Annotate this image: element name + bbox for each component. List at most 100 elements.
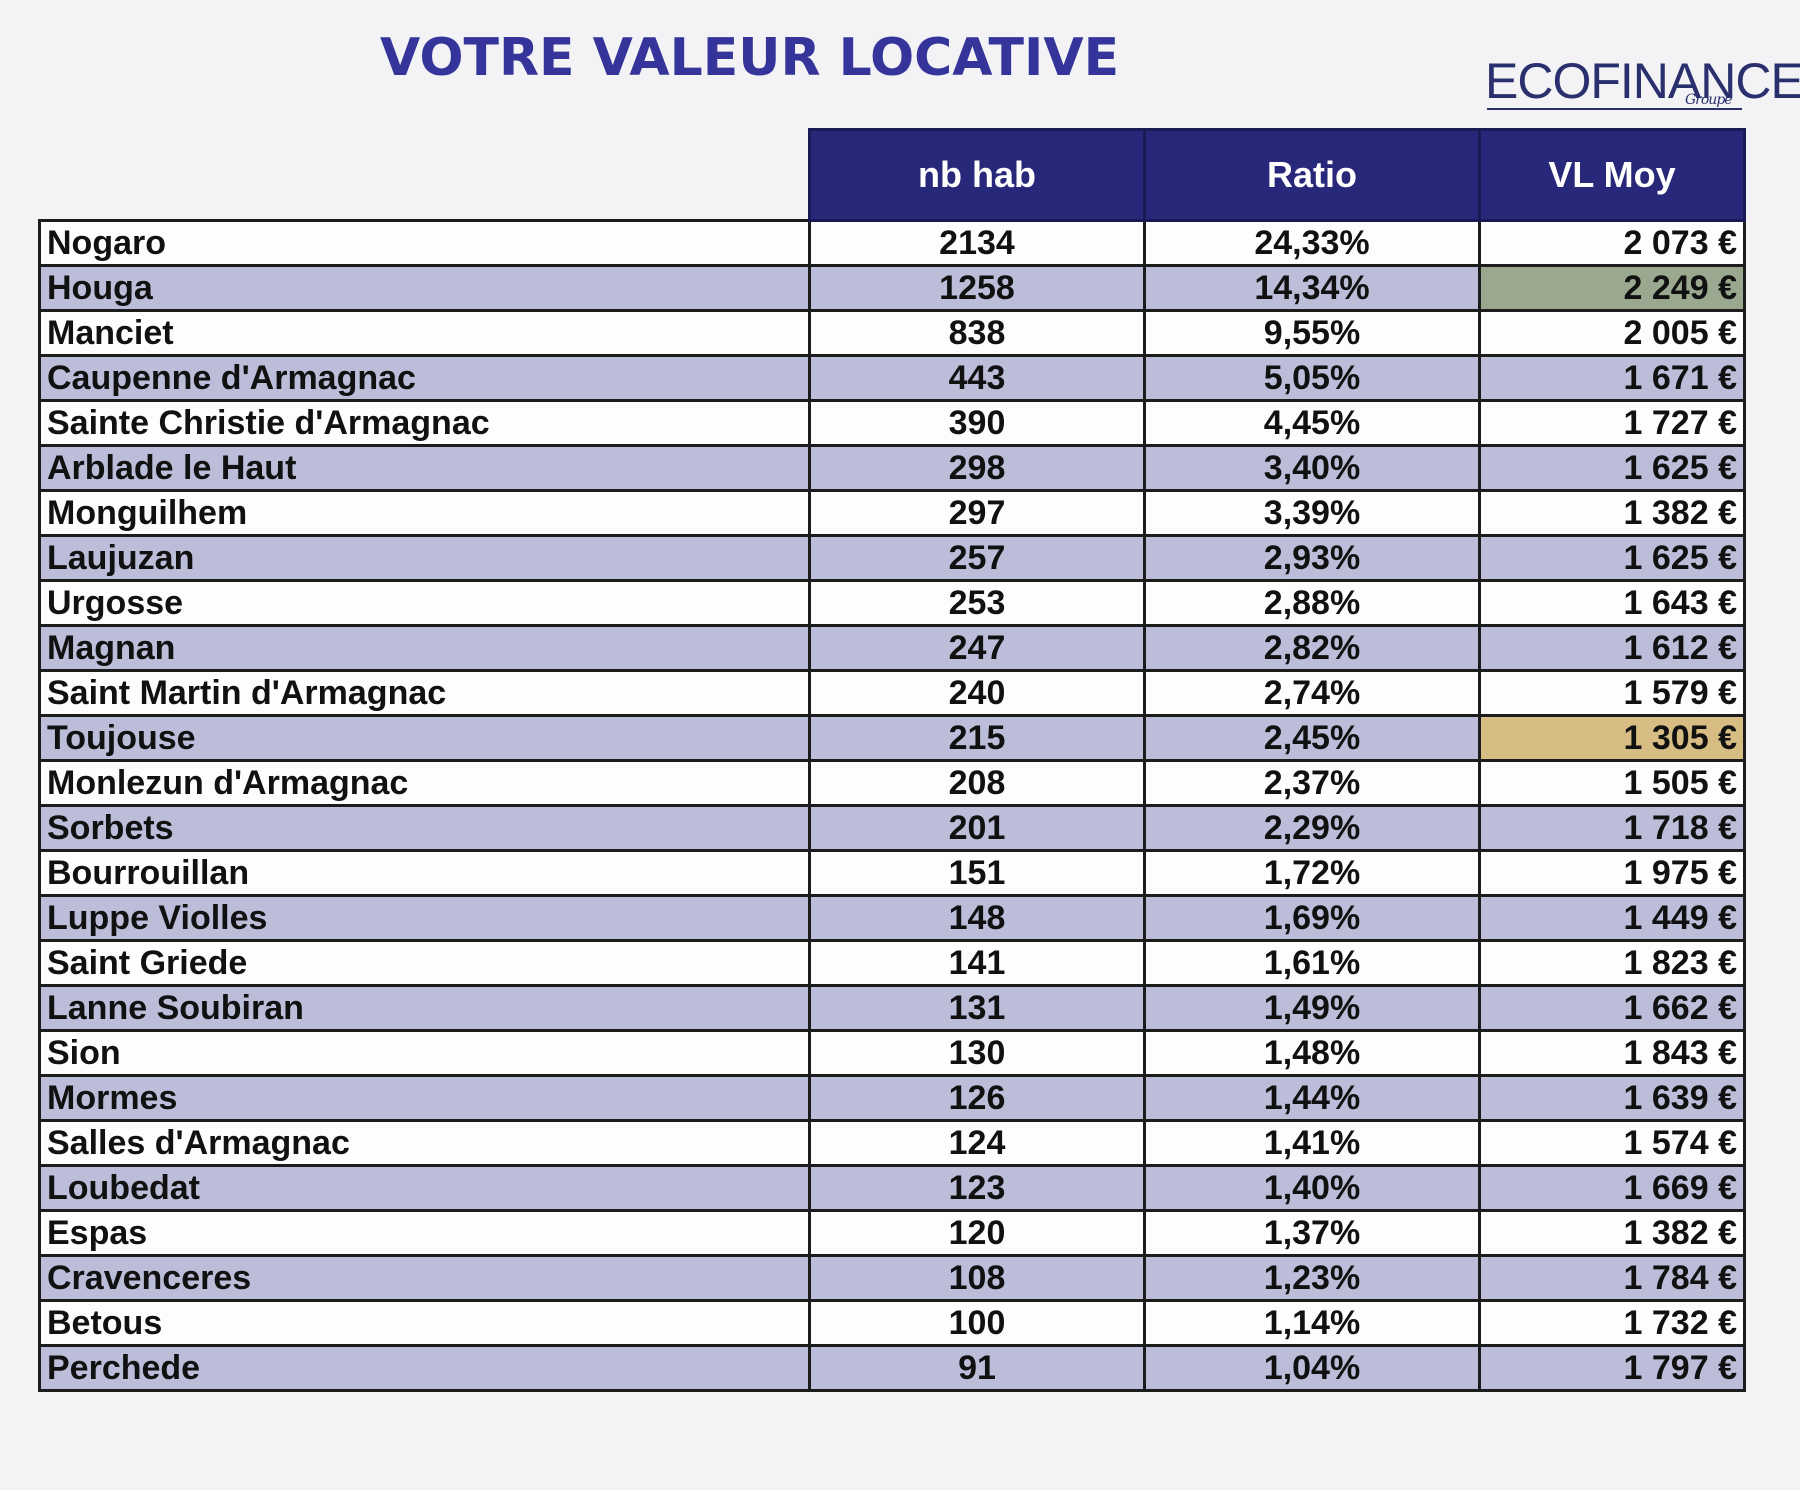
nb-hab-cell: 124 [808, 1119, 1146, 1167]
vl-moy-cell: 1 823 € [1478, 939, 1746, 987]
ratio-cell: 24,33% [1143, 219, 1481, 267]
table-body: Nogaro 2134 24,33% 2 073 € Houga 1258 14,34% 2 … [38, 219, 1746, 1392]
table-header-row: nb hab Ratio VL Moy [40, 128, 1746, 222]
table-row: Saint Griede 141 1,61% 1 823 € [38, 939, 1746, 987]
logo-underline [1487, 108, 1742, 110]
commune-cell: Saint Martin d'Armagnac [38, 669, 811, 717]
commune-cell: Perchede [38, 1344, 811, 1392]
nb-hab-cell: 240 [808, 669, 1146, 717]
nb-hab-cell: 215 [808, 714, 1146, 762]
table-row: Sion 130 1,48% 1 843 € [38, 1029, 1746, 1077]
ratio-cell: 1,14% [1143, 1299, 1481, 1347]
nb-hab-cell: 257 [808, 534, 1146, 582]
nb-hab-cell: 151 [808, 849, 1146, 897]
vl-moy-cell: 1 669 € [1478, 1164, 1746, 1212]
table-row: Nogaro 2134 24,33% 2 073 € [38, 219, 1746, 267]
nb-hab-cell: 208 [808, 759, 1146, 807]
nb-hab-cell: 201 [808, 804, 1146, 852]
commune-cell: Mormes [38, 1074, 811, 1122]
nb-hab-cell: 298 [808, 444, 1146, 492]
commune-cell: Luppe Violles [38, 894, 811, 942]
nb-hab-cell: 1258 [808, 264, 1146, 312]
table-row: Caupenne d'Armagnac 443 5,05% 1 671 € [38, 354, 1746, 402]
ratio-cell: 3,39% [1143, 489, 1481, 537]
nb-hab-cell: 91 [808, 1344, 1146, 1392]
commune-cell: Lanne Soubiran [38, 984, 811, 1032]
header-nb-hab: nb hab [808, 128, 1146, 222]
nb-hab-cell: 120 [808, 1209, 1146, 1257]
vl-moy-cell: 1 305 € [1478, 714, 1746, 762]
vl-moy-cell: 1 975 € [1478, 849, 1746, 897]
vl-moy-cell: 1 797 € [1478, 1344, 1746, 1392]
header-commune [40, 130, 810, 221]
nb-hab-cell: 126 [808, 1074, 1146, 1122]
table-row: Urgosse 253 2,88% 1 643 € [38, 579, 1746, 627]
commune-cell: Urgosse [38, 579, 811, 627]
commune-cell: Laujuzan [38, 534, 811, 582]
ratio-cell: 1,49% [1143, 984, 1481, 1032]
ratio-cell: 1,61% [1143, 939, 1481, 987]
nb-hab-cell: 838 [808, 309, 1146, 357]
commune-cell: Cravenceres [38, 1254, 811, 1302]
table-row: Arblade le Haut 298 3,40% 1 625 € [38, 444, 1746, 492]
nb-hab-cell: 100 [808, 1299, 1146, 1347]
table-row: Espas 120 1,37% 1 382 € [38, 1209, 1746, 1257]
commune-cell: Sorbets [38, 804, 811, 852]
table-row: Bourrouillan 151 1,72% 1 975 € [38, 849, 1746, 897]
vl-moy-cell: 1 727 € [1478, 399, 1746, 447]
ratio-cell: 1,40% [1143, 1164, 1481, 1212]
vl-moy-cell: 1 643 € [1478, 579, 1746, 627]
table-row: Lanne Soubiran 131 1,49% 1 662 € [38, 984, 1746, 1032]
commune-cell: Loubedat [38, 1164, 811, 1212]
commune-cell: Sainte Christie d'Armagnac [38, 399, 811, 447]
commune-cell: Manciet [38, 309, 811, 357]
vl-moy-cell: 1 639 € [1478, 1074, 1746, 1122]
nb-hab-cell: 141 [808, 939, 1146, 987]
logo-subtitle: Groupe [1685, 92, 1733, 108]
ratio-cell: 1,44% [1143, 1074, 1481, 1122]
table-row: Toujouse 215 2,45% 1 305 € [38, 714, 1746, 762]
commune-cell: Nogaro [38, 219, 811, 267]
vl-moy-cell: 1 784 € [1478, 1254, 1746, 1302]
commune-cell: Toujouse [38, 714, 811, 762]
table-row: Betous 100 1,14% 1 732 € [38, 1299, 1746, 1347]
logo-text: ECOFINANCE [1485, 53, 1800, 109]
table-row: Mormes 126 1,44% 1 639 € [38, 1074, 1746, 1122]
vl-moy-cell: 1 574 € [1478, 1119, 1746, 1167]
page-title: VOTRE VALEUR LOCATIVE [380, 28, 1120, 88]
ratio-cell: 1,48% [1143, 1029, 1481, 1077]
table-row: Luppe Violles 148 1,69% 1 449 € [38, 894, 1746, 942]
table-row: Loubedat 123 1,40% 1 669 € [38, 1164, 1746, 1212]
ecofinance-logo: ECOFINANCE Groupe [1485, 52, 1800, 112]
commune-cell: Magnan [38, 624, 811, 672]
ratio-cell: 9,55% [1143, 309, 1481, 357]
nb-hab-cell: 130 [808, 1029, 1146, 1077]
ratio-cell: 1,04% [1143, 1344, 1481, 1392]
commune-cell: Espas [38, 1209, 811, 1257]
rental-value-table: nb hab Ratio VL Moy Nogaro 2134 24,33% 2 07… [38, 128, 1746, 1392]
header-ratio: Ratio [1143, 128, 1481, 222]
table-row: Houga 1258 14,34% 2 249 € [38, 264, 1746, 312]
vl-moy-cell: 1 579 € [1478, 669, 1746, 717]
ratio-cell: 5,05% [1143, 354, 1481, 402]
ratio-cell: 2,93% [1143, 534, 1481, 582]
ratio-cell: 3,40% [1143, 444, 1481, 492]
vl-moy-cell: 2 073 € [1478, 219, 1746, 267]
table-row: Salles d'Armagnac 124 1,41% 1 574 € [38, 1119, 1746, 1167]
table-row: Monguilhem 297 3,39% 1 382 € [38, 489, 1746, 537]
nb-hab-cell: 148 [808, 894, 1146, 942]
commune-cell: Betous [38, 1299, 811, 1347]
table-row: Sainte Christie d'Armagnac 390 4,45% 1 727 … [38, 399, 1746, 447]
table-row: Monlezun d'Armagnac 208 2,37% 1 505 € [38, 759, 1746, 807]
commune-cell: Caupenne d'Armagnac [38, 354, 811, 402]
nb-hab-cell: 2134 [808, 219, 1146, 267]
vl-moy-cell: 1 449 € [1478, 894, 1746, 942]
nb-hab-cell: 297 [808, 489, 1146, 537]
nb-hab-cell: 123 [808, 1164, 1146, 1212]
vl-moy-cell: 1 732 € [1478, 1299, 1746, 1347]
nb-hab-cell: 108 [808, 1254, 1146, 1302]
commune-cell: Arblade le Haut [38, 444, 811, 492]
ratio-cell: 2,29% [1143, 804, 1481, 852]
table-row: Laujuzan 257 2,93% 1 625 € [38, 534, 1746, 582]
vl-moy-cell: 2 249 € [1478, 264, 1746, 312]
